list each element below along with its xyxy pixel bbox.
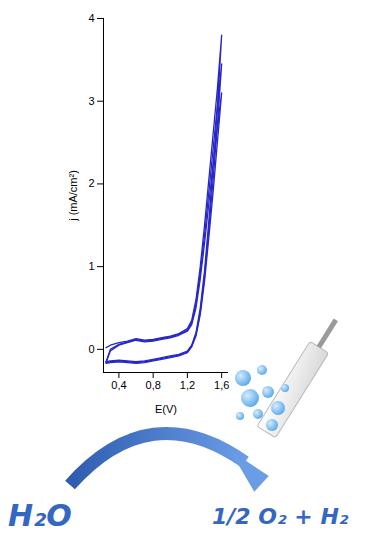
svg-text:4: 4: [88, 12, 94, 24]
html-text:H₂O: H₂O: [8, 498, 72, 533]
svg-text:1,6: 1,6: [214, 379, 229, 391]
svg-text:1: 1: [88, 260, 94, 272]
svg-text:3: 3: [88, 95, 94, 107]
svg-text:2: 2: [88, 177, 94, 189]
svg-text:0,4: 0,4: [111, 379, 126, 391]
svg-text:0,8: 0,8: [146, 379, 161, 391]
svg-text:E(V): E(V): [155, 403, 177, 415]
svg-text:j (mA/cm²): j (mA/cm²): [67, 170, 79, 222]
svg-text:1,2: 1,2: [180, 379, 195, 391]
svg-text:0: 0: [88, 343, 94, 355]
html-text:1/2 O₂ + H₂: 1/2 O₂ + H₂: [212, 504, 349, 529]
